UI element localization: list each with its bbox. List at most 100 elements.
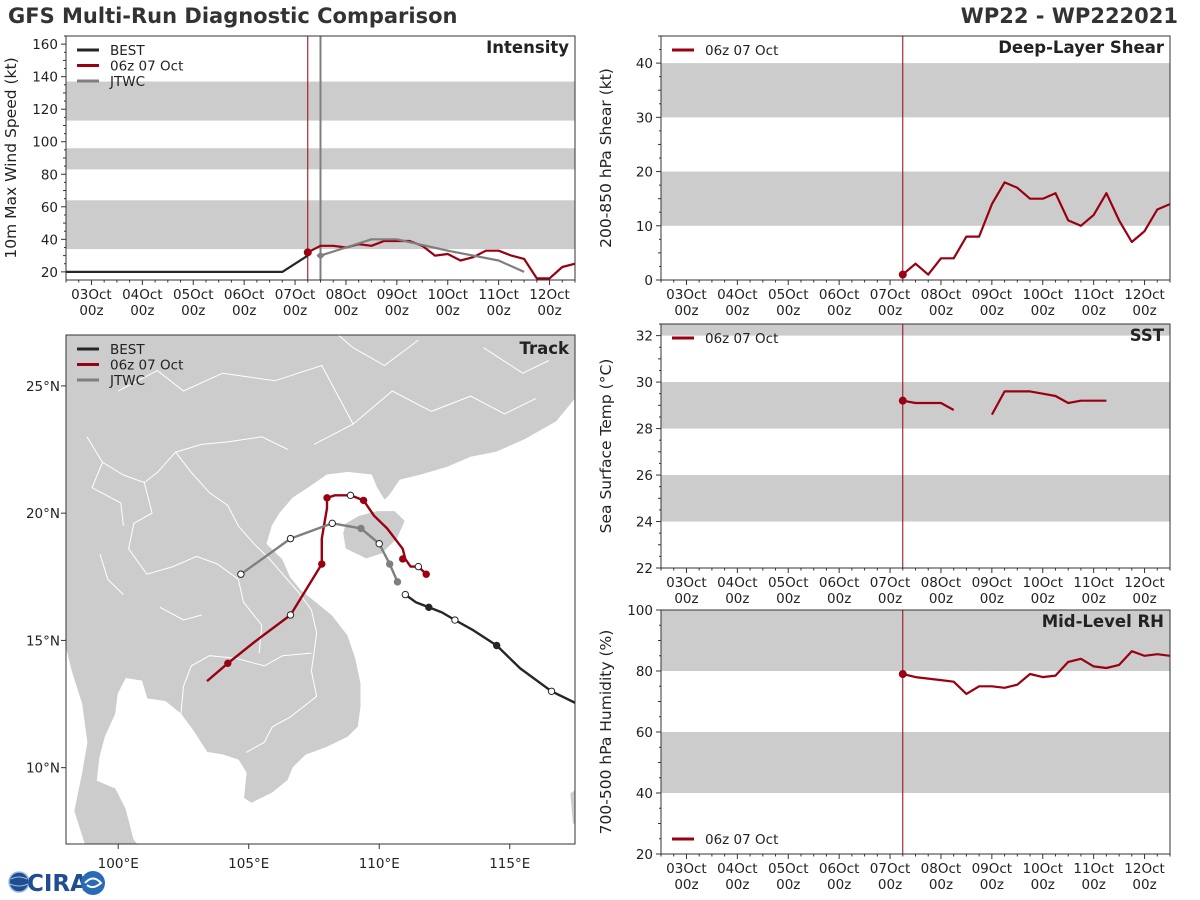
sst-plot-area [661,324,1170,568]
rh-xtick-label-hour: 00z [1132,877,1156,893]
track-xtick-label: 110°E [359,856,400,872]
track-legend-label-best: BEST [110,342,145,358]
track-point-jtwc [286,534,295,543]
intensity-ylabel: 10m Max Wind Speed (kt) [2,57,20,258]
sst-xtick-label-hour: 00z [725,591,749,607]
rh-xtick-label: 11Oct [1073,861,1114,877]
rh-xtick-label: 05Oct [768,861,809,877]
shear-xtick-label-hour: 00z [1082,303,1106,319]
shear-xtick-label: 03Oct [666,287,707,303]
sst-band [661,475,1170,522]
shear-xtick-label-hour: 00z [674,303,698,319]
rh-xtick-label: 10Oct [1022,861,1063,877]
track-line-best [404,593,575,705]
shear-xtick-label: 08Oct [921,287,962,303]
rh-xtick-label: 03Oct [666,861,707,877]
intensity-xtick-label: 06Oct [224,287,265,303]
rh-band [661,732,1170,793]
track-ytick-label: 15°N [26,633,60,649]
sst-xtick-label-hour: 00z [980,591,1004,607]
sst-band [661,324,1170,336]
sst-xtick-label: 05Oct [768,575,809,591]
sst-series-line-run [902,399,955,411]
rh-xtick-label-hour: 00z [725,877,749,893]
rh-ytick-label: 60 [636,725,653,741]
rh-title: Mid-Level RH [1042,612,1164,631]
shear-band [661,63,1170,118]
shear-xtick-label: 09Oct [972,287,1013,303]
track-border-line [99,553,124,595]
shear-ytick-label: 30 [636,110,653,126]
shear-xtick-label-hour: 00z [725,303,749,319]
sst-ytick-label: 24 [636,515,653,531]
sst-xtick-label-hour: 00z [878,591,902,607]
track-hainan [342,510,406,560]
sst-xtick-label-hour: 00z [674,591,698,607]
intensity-xtick-label: 07Oct [275,287,316,303]
track-border-line [483,347,550,374]
track-point-run [318,560,326,568]
intensity-legend-label-run: 06z 07 Oct [110,59,183,75]
intensity-xtick-label-hour: 00z [283,303,307,319]
rh-ylabel: 700-500 hPa Humidity (%) [597,630,615,835]
sst-xtick-label-hour: 00z [1132,591,1156,607]
sst-xtick-label: 04Oct [717,575,758,591]
rh-xtick-label-hour: 00z [929,877,953,893]
sst-xtick-label: 03Oct [666,575,707,591]
cira-logo-globe-icon [8,871,30,893]
track-panel: 100°E 105°E 110°E 115°E 10°N 15°N 20°N 25°N Trac… [26,334,576,872]
sst-xtick-label-hour: 00z [776,591,800,607]
sst-panel: 22242628303203Oct00z04Oct00z05Oct00z06Oc… [597,323,1171,607]
rh-ytick-label: 100 [627,603,653,619]
sst-ytick-label: 32 [636,329,653,345]
shear-band [661,171,1170,226]
intensity-xtick-label-hour: 00z [130,303,154,319]
intensity-xtick-label-hour: 00z [436,303,460,319]
sst-xtick-label: 11Oct [1073,575,1114,591]
track-point-best [425,603,433,612]
sst-xtick-label: 12Oct [1124,575,1165,591]
intensity-series-group [66,238,575,280]
sst-xtick-label: 07Oct [870,575,911,591]
sst-xtick-label: 09Oct [972,575,1013,591]
track-border-line [91,462,124,526]
track-point-jtwc [393,578,402,586]
rh-series-start-marker-run [898,670,907,679]
rh-ytick-label: 80 [636,664,653,680]
intensity-xtick-label: 03Oct [71,287,112,303]
track-border-line [222,364,354,445]
sst-ytick-label: 26 [636,468,653,484]
intensity-xtick-label-hour: 00z [334,303,358,319]
shear-panel: 01020304003Oct00z04Oct00z05Oct00z06Oct00… [597,35,1171,319]
intensity-xtick-label-hour: 00z [537,303,561,319]
intensity-legend-label-jtwc: JTWC [109,74,145,90]
shear-xtick-label-hour: 00z [1031,303,1055,319]
shear-xtick-label-hour: 00z [980,303,1004,319]
intensity-xtick-label-hour: 00z [232,303,256,319]
intensity-xtick-label: 09Oct [377,287,418,303]
storm-id: WP22 - WP222021 [960,4,1178,28]
intensity-ytick-label: 40 [41,232,58,248]
cira-logo-swirl-icon [81,871,105,895]
rh-xtick-label: 08Oct [921,861,962,877]
track-point-best [451,616,459,624]
intensity-ytick-label: 160 [32,37,58,53]
intensity-panel: 2040608010012014016003Oct00z04Oct00z05Oc… [2,35,576,319]
rh-xtick-label-hour: 00z [1031,877,1055,893]
rh-ytick-label: 20 [636,847,653,863]
rh-xtick-label: 12Oct [1124,861,1165,877]
track-point-best [492,641,501,650]
track-point-jtwc [357,524,365,533]
shear-xtick-label-hour: 00z [878,303,902,319]
track-taiwan-edge [574,440,575,448]
track-point-run [323,494,331,502]
track-point-best [401,590,410,599]
sst-ytick-label: 28 [636,422,653,438]
track-border-line [180,652,312,715]
track-point-best [547,687,556,695]
rh-legend: 06z 07 Oct [672,832,778,848]
shear-title: Deep-Layer Shear [998,38,1165,57]
track-point-run [286,611,295,619]
shear-xtick-label: 04Oct [717,287,758,303]
